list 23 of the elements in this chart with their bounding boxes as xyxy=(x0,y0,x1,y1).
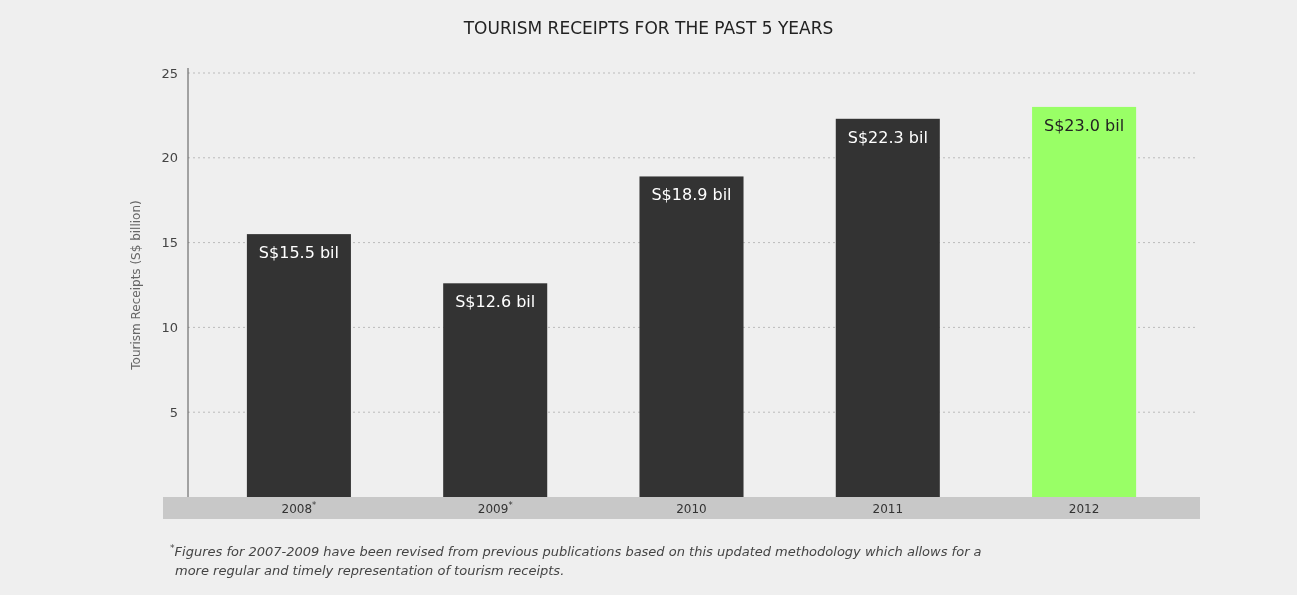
x-tick-label: 2009$^{*}$ xyxy=(477,500,513,516)
y-tick-label: 10 xyxy=(161,319,178,335)
y-axis-title: Tourism Receipts (S$ billion) xyxy=(129,200,143,371)
bar xyxy=(246,234,351,497)
data-label: S$22.3 bil xyxy=(847,127,928,147)
data-label: S$18.9 bil xyxy=(651,185,732,205)
bar xyxy=(443,283,548,497)
data-label: S$15.5 bil xyxy=(258,243,339,263)
chart-title: TOURISM RECEIPTS FOR THE PAST 5 YEARS xyxy=(462,18,834,38)
bar xyxy=(639,176,744,497)
y-tick-label: 5 xyxy=(169,404,178,420)
x-tick-label: 2011 xyxy=(872,502,904,516)
text: $^{*}$Figures for 2007-2009 have been revised from previous publications based on this updated methodology which allows for a more regular and timely representation of tourism receipts. xyxy=(170,543,982,578)
bar xyxy=(1032,106,1137,497)
y-tick-label: 20 xyxy=(161,150,178,166)
y-tick-label: 25 xyxy=(161,65,178,81)
bar xyxy=(835,118,940,497)
data-label: S$23.0 bil xyxy=(1044,115,1125,135)
x-tick-label: 2010 xyxy=(676,502,707,516)
data-label: S$12.6 bil xyxy=(455,292,536,312)
y-tick-label: 15 xyxy=(161,235,178,251)
x-tick-label: 2012 xyxy=(1068,502,1100,516)
x-tick-label: 2008$^{*}$ xyxy=(281,500,317,516)
